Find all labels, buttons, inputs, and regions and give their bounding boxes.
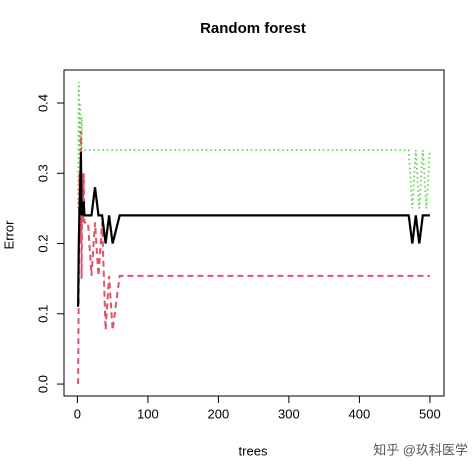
x-tick-label: 300 — [278, 406, 300, 421]
x-axis-label: trees — [239, 443, 268, 458]
x-tick-label: 500 — [419, 406, 441, 421]
series-line — [77, 131, 430, 385]
watermark: 知乎 @玖科医学 — [373, 442, 468, 457]
y-tick-label: 0.2 — [35, 234, 50, 252]
x-tick-label: 100 — [137, 406, 159, 421]
y-tick-label: 0.3 — [35, 164, 50, 182]
chart-title: Random forest — [200, 20, 306, 37]
y-tick-label: 0.1 — [35, 305, 50, 323]
y-tick-label: 0.0 — [35, 375, 50, 393]
series-line — [77, 152, 430, 307]
x-tick-label: 200 — [208, 406, 230, 421]
x-tick-label: 0 — [74, 406, 81, 421]
x-tick-label: 400 — [349, 406, 371, 421]
y-tick-label: 0.4 — [35, 94, 50, 112]
series-line — [77, 81, 431, 209]
plot-frame — [63, 69, 445, 397]
y-axis-label: Error — [1, 220, 16, 250]
